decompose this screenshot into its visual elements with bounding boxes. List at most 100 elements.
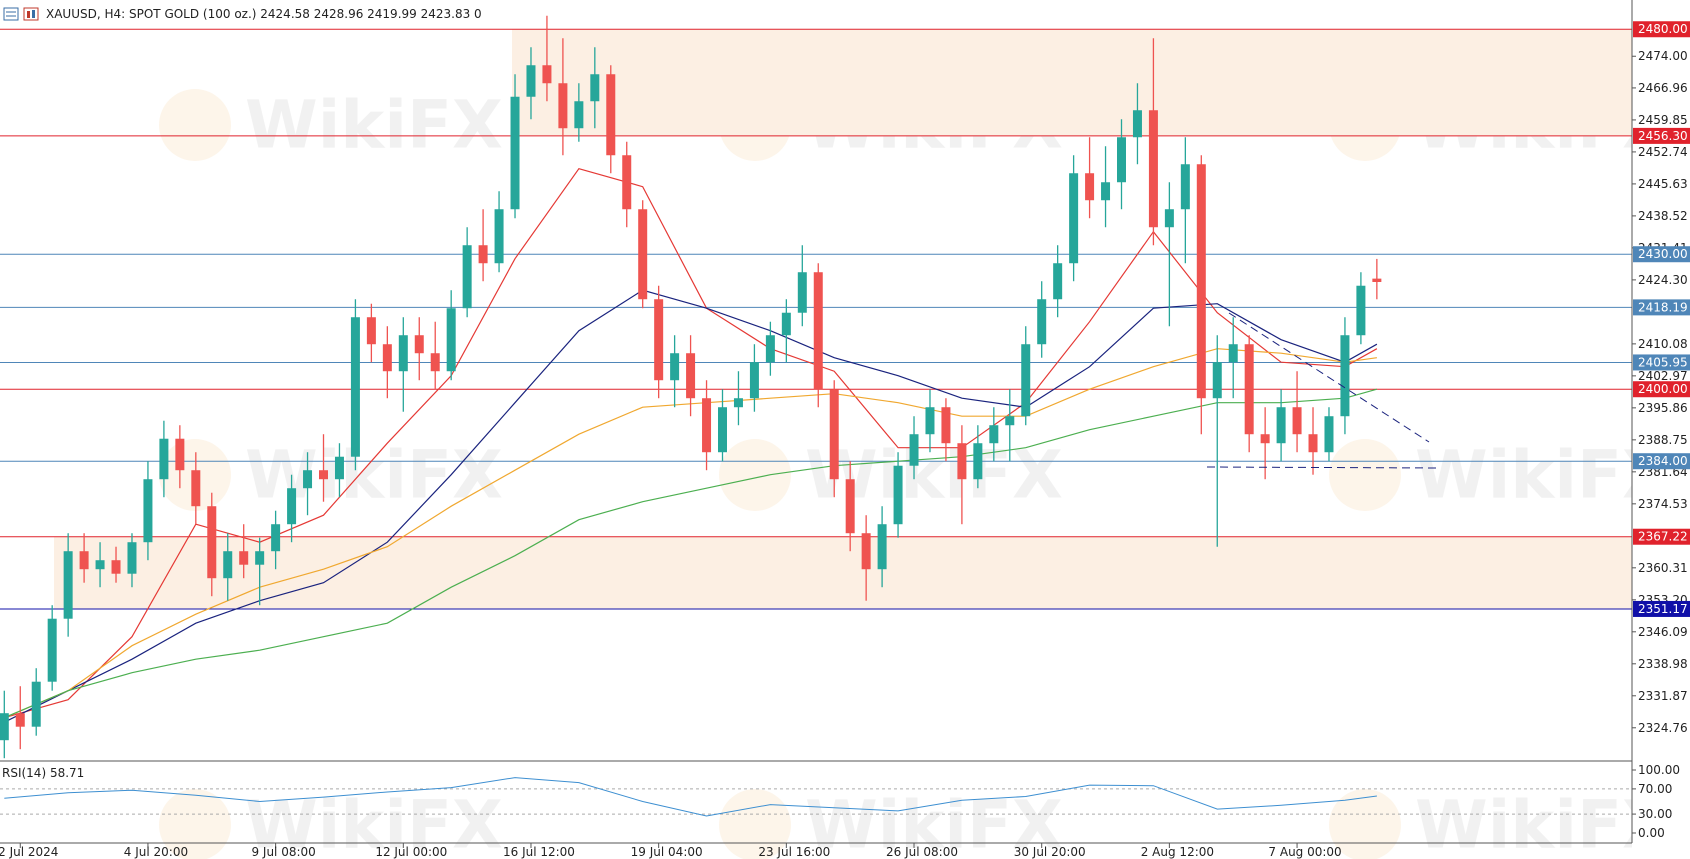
candle-body [1037, 299, 1047, 345]
y-tick-label: 2395.86 [1638, 401, 1688, 415]
y-tick-label: 2324.76 [1638, 721, 1688, 735]
candle-body [1180, 164, 1190, 210]
level-tag [1633, 21, 1690, 38]
zone [54, 536, 1632, 609]
candle-body [319, 470, 328, 480]
candle-body [494, 209, 504, 264]
candle-body [861, 533, 871, 570]
level-tag-label: 2400.00 [1638, 382, 1688, 396]
candle-body [829, 389, 839, 480]
candle-body [1244, 344, 1254, 435]
level-tag-label: 2351.17 [1638, 602, 1688, 616]
moving-average [4, 289, 1378, 723]
candle-body [973, 443, 983, 480]
candle-body [1260, 434, 1270, 444]
candle-body [1053, 263, 1063, 300]
candle-body [1324, 416, 1334, 453]
candle-body [749, 362, 759, 399]
candle-body [941, 407, 951, 444]
candle-body [95, 560, 105, 570]
candle-body [31, 681, 41, 727]
rsi-tick-label: 100.00 [1638, 763, 1680, 777]
y-tick-label: 2346.09 [1638, 625, 1688, 639]
watermark: WikiFX [245, 437, 503, 514]
candle-body [957, 443, 967, 480]
candle-body [1021, 344, 1031, 417]
x-tick-label: 12 Jul 00:00 [375, 845, 447, 859]
watermark-logo [1329, 789, 1401, 859]
candle-body [558, 83, 568, 129]
y-tick-label: 2374.53 [1638, 497, 1688, 511]
candle-body [207, 506, 217, 579]
candle-body [334, 456, 344, 480]
candle-body [765, 335, 775, 363]
candle-body [303, 470, 313, 489]
trendlines [1206, 312, 1440, 469]
watermark: WikiFX [805, 787, 1063, 859]
candle-body [446, 308, 456, 372]
y-tick-label: 2452.74 [1638, 145, 1688, 159]
watermark-logo [719, 439, 791, 511]
watermark: WikiFX [1415, 787, 1673, 859]
candle-body [255, 551, 265, 565]
y-tick-label: 2388.75 [1638, 433, 1688, 447]
candle-body [893, 465, 903, 525]
candle-body [350, 317, 360, 457]
watermark: WikiFX [1415, 437, 1673, 514]
candle-body [1101, 182, 1111, 201]
candle-body [1292, 407, 1302, 435]
rsi-tick-label: 30.00 [1638, 807, 1672, 821]
x-tick-label: 9 Jul 08:00 [251, 845, 315, 859]
watermark-logo [159, 89, 231, 161]
candle-body [414, 335, 424, 354]
candle-body [287, 488, 297, 525]
candle-body [15, 713, 25, 727]
y-tick-label: 2459.85 [1638, 113, 1688, 127]
x-tick-label: 16 Jul 12:00 [503, 845, 575, 859]
candle-body [127, 542, 137, 574]
candle-body [1212, 362, 1222, 399]
candle-body [702, 398, 712, 453]
candle-body [1356, 285, 1366, 336]
trendline [1228, 312, 1430, 443]
candle-body [989, 425, 999, 444]
y-tick-label: 2445.63 [1638, 177, 1688, 191]
candle-body [654, 299, 664, 381]
y-tick-label: 2338.98 [1638, 657, 1688, 671]
candle-body [1164, 209, 1174, 228]
candle-body [1228, 344, 1238, 363]
candle-body [813, 272, 823, 390]
level-tag [1633, 299, 1690, 316]
candle-body [542, 65, 552, 84]
candle-body [1196, 164, 1206, 399]
y-tick-label: 2466.96 [1638, 81, 1688, 95]
candle-body [79, 551, 89, 570]
candle-body [143, 479, 153, 543]
candles [0, 15, 1382, 759]
candle-body [111, 560, 121, 574]
moving-average [4, 388, 1378, 719]
moving-averages [4, 168, 1378, 723]
level-tag [1633, 246, 1690, 263]
candle-body [845, 479, 855, 534]
candle-body [733, 398, 743, 408]
level-tag [1633, 453, 1690, 470]
candle-body [398, 335, 408, 372]
candle-body [574, 101, 584, 129]
candle-body [510, 96, 520, 210]
candle-body [1308, 434, 1318, 453]
zone [512, 29, 1632, 136]
candle-body [1148, 110, 1158, 228]
x-tick-label: 30 Jul 20:00 [1014, 845, 1086, 859]
candle-body [606, 74, 616, 156]
y-tick-label: 2402.97 [1638, 369, 1688, 383]
candle-body [670, 353, 680, 381]
candle-body [478, 245, 488, 264]
level-tag-label: 2384.00 [1638, 454, 1688, 468]
candle-body [1069, 173, 1079, 264]
zones [54, 29, 1632, 609]
level-tag-label: 2418.19 [1638, 300, 1688, 314]
candle-body [366, 317, 376, 345]
candle-body [1276, 407, 1286, 444]
